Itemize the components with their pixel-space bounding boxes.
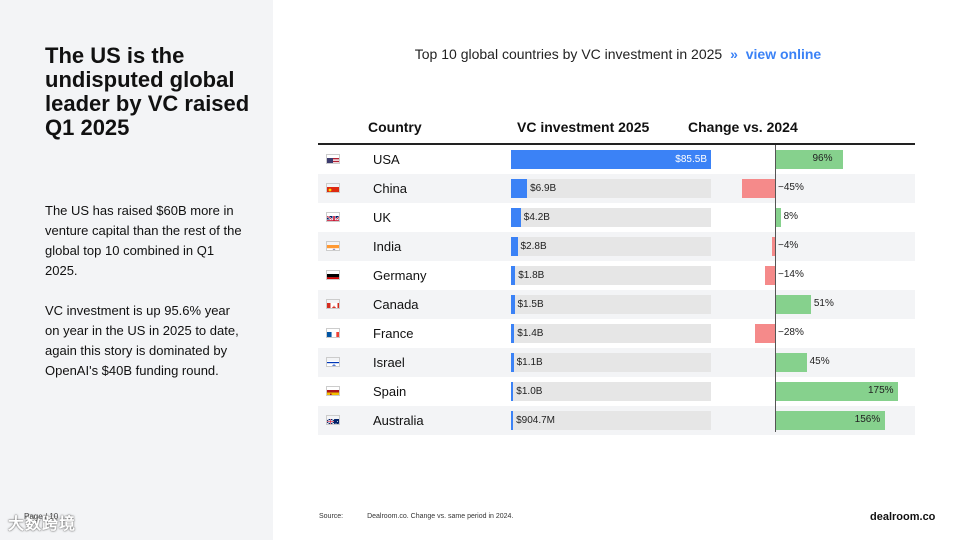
table-row: Spain $1.0B 175% xyxy=(318,377,915,406)
page-title: The US is the undisputed global leader b… xyxy=(45,43,250,140)
investment-bar-track: $2.8B xyxy=(511,237,711,256)
investment-bar-track: $1.0B xyxy=(511,382,711,401)
table-row: China $6.9B −45% xyxy=(318,174,915,203)
investment-bar xyxy=(511,266,516,285)
table-row: Israel $1.1B 45% xyxy=(318,348,915,377)
change-bar xyxy=(772,237,775,256)
change-bar xyxy=(775,411,885,430)
investment-bar xyxy=(511,295,515,314)
country-name: Australia xyxy=(373,413,424,428)
investment-bar xyxy=(511,382,514,401)
page-number: Page / 10 xyxy=(24,512,59,521)
change-value-label: 175% xyxy=(868,385,894,396)
investment-bar xyxy=(511,179,528,198)
china-flag-icon xyxy=(326,183,340,193)
watermark: 大数跨境 xyxy=(8,516,77,533)
change-bar xyxy=(742,179,775,198)
germany-flag-icon xyxy=(326,270,340,280)
change-bar xyxy=(754,324,775,343)
chevron-right-icon: » xyxy=(730,46,738,62)
investment-value-label: $1.0B xyxy=(516,386,543,397)
country-name: USA xyxy=(373,152,400,167)
investment-bar-track: $1.5B xyxy=(511,295,711,314)
change-value-label: 96% xyxy=(812,153,833,164)
israel-flag-icon xyxy=(326,357,340,367)
change-value-label: −28% xyxy=(778,327,804,338)
investment-value-label: $2.8B xyxy=(520,241,547,252)
column-header-country: Country xyxy=(368,119,422,135)
australia-flag-icon xyxy=(326,415,340,425)
change-value-label: 51% xyxy=(813,298,834,309)
source-label: Source: xyxy=(319,513,344,520)
investment-bar xyxy=(511,150,711,169)
left-panel: The US is the undisputed global leader b… xyxy=(0,0,273,540)
change-bar xyxy=(775,208,781,227)
column-header-change: Change vs. 2024 xyxy=(688,119,798,135)
summary-paragraph-1: The US has raised $60B more in venture c… xyxy=(45,203,242,278)
change-value-label: 45% xyxy=(809,356,830,367)
spain-flag-icon xyxy=(326,386,340,396)
canada-flag-icon xyxy=(326,299,340,309)
investment-bar-track: $1.1B xyxy=(511,353,711,372)
change-bar xyxy=(764,266,775,285)
investment-value-label: $1.8B xyxy=(518,270,545,281)
country-name: India xyxy=(373,239,402,254)
change-value-label: −4% xyxy=(778,240,799,251)
investment-value-label: $1.4B xyxy=(517,328,544,339)
investment-value-label: $6.9B xyxy=(530,183,557,194)
table-row: Canada $1.5B 51% xyxy=(318,290,915,319)
header-divider xyxy=(318,143,915,145)
investment-bar-track: $1.4B xyxy=(511,324,711,343)
investment-bar-track: $904.7M xyxy=(511,411,711,430)
change-value-label: −14% xyxy=(778,269,804,280)
table-row: India $2.8B −4% xyxy=(318,232,915,261)
country-name: Spain xyxy=(373,384,407,399)
investment-bar-track: $85.5B xyxy=(511,150,711,169)
summary-paragraph-2: VC investment is up 95.6% year on year i… xyxy=(45,303,239,378)
source-text: Dealroom.co. Change vs. same period in 2… xyxy=(367,513,514,520)
column-header-investment: VC investment 2025 xyxy=(517,119,650,135)
india-flag-icon xyxy=(326,241,340,251)
source-note: Source: Dealroom.co. Change vs. same per… xyxy=(319,513,513,520)
chart-title-text: Top 10 global countries by VC investment… xyxy=(414,46,723,62)
change-bar xyxy=(775,382,898,401)
investment-bar xyxy=(511,237,518,256)
investment-bar xyxy=(511,411,514,430)
uk-flag-icon xyxy=(326,212,340,222)
us-flag-icon xyxy=(326,154,340,164)
change-value-label: 156% xyxy=(854,414,881,425)
country-name: Germany xyxy=(373,268,427,283)
investment-bar-track: $1.8B xyxy=(511,266,711,285)
table-row: France $1.4B −28% xyxy=(318,319,915,348)
table-row: Australia $904.7M 156% xyxy=(318,406,915,435)
investment-bar xyxy=(511,208,521,227)
brand-logo[interactable]: dealroom.co xyxy=(870,511,936,523)
change-value-label: −45% xyxy=(778,182,804,193)
chart-title: Top 10 global countries by VC investment… xyxy=(318,46,918,62)
change-bar xyxy=(775,295,811,314)
investment-value-label: $904.7M xyxy=(516,415,556,426)
investment-value-label: $4.2B xyxy=(523,212,550,223)
change-value-label: 8% xyxy=(783,211,799,222)
france-flag-icon xyxy=(326,328,340,338)
table-row: Germany $1.8B −14% xyxy=(318,261,915,290)
view-online-link[interactable]: view online xyxy=(745,46,822,62)
table-row: USA $85.5B 96% xyxy=(318,145,915,174)
investment-bar-track: $4.2B xyxy=(511,208,711,227)
investment-bar xyxy=(511,324,515,343)
change-bar xyxy=(775,353,807,372)
investment-value-label: $1.5B xyxy=(517,299,544,310)
table-row: UK $4.2B 8% xyxy=(318,203,915,232)
country-name: Israel xyxy=(373,355,405,370)
country-name: UK xyxy=(373,210,392,225)
country-name: Canada xyxy=(373,297,419,312)
country-name: China xyxy=(373,181,407,196)
investment-bar xyxy=(511,353,514,372)
change-zero-axis xyxy=(775,145,776,432)
investment-value-label: $1.1B xyxy=(516,357,543,368)
investment-bar-track: $6.9B xyxy=(511,179,711,198)
change-bar xyxy=(775,150,843,169)
investment-value-label: $85.5B xyxy=(675,154,707,165)
country-name: France xyxy=(373,326,414,341)
